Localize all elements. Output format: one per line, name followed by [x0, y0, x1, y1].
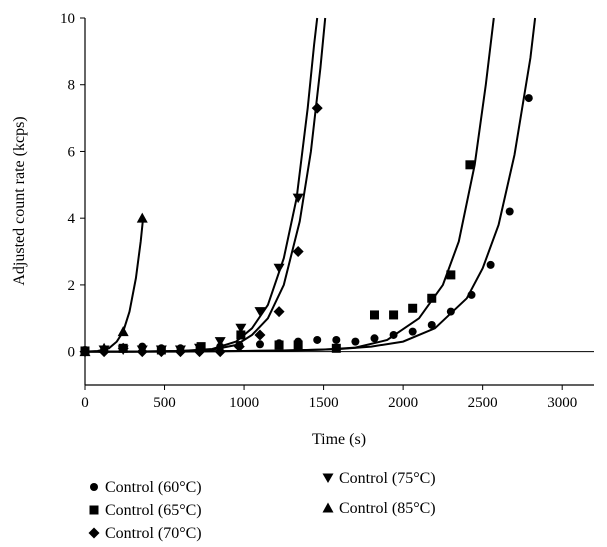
data-point [98, 342, 110, 353]
data-point [313, 335, 322, 344]
y-axis-label: Adjusted count rate (kcps) [11, 116, 28, 285]
data-point [214, 337, 226, 347]
data-point [408, 303, 418, 313]
x-tick-label: 0 [81, 395, 89, 411]
data-point [311, 102, 323, 114]
y-tick-label: 0 [68, 345, 76, 361]
data-point [465, 160, 475, 170]
data-point [370, 334, 379, 343]
fit-curve [85, 17, 319, 353]
x-tick-label: 500 [153, 395, 176, 411]
data-point [292, 246, 304, 258]
legend-marker [322, 502, 334, 513]
data-point [293, 340, 303, 350]
x-tick-label: 1500 [309, 395, 339, 411]
data-point [389, 330, 398, 339]
data-point [274, 340, 284, 350]
legend-marker [90, 483, 98, 491]
data-point [235, 323, 247, 334]
legend-label: Control (70°C) [105, 525, 202, 542]
data-point [194, 343, 206, 354]
data-point [446, 307, 455, 316]
data-point [427, 320, 436, 329]
legend-marker [322, 473, 334, 483]
y-tick-label: 4 [68, 211, 76, 227]
data-point [446, 270, 456, 280]
legend: Control (60°C) Control (65°C) Control (70°… [88, 470, 436, 542]
legend-label: Control (65°C) [105, 502, 202, 519]
y-axis-ticks: 0 2 4 6 8 10 [60, 11, 85, 361]
data-point [136, 212, 148, 223]
data-point [273, 263, 285, 274]
data-point [174, 345, 186, 355]
data-point [254, 307, 266, 317]
legend-marker [89, 505, 99, 515]
x-tick-label: 2500 [468, 395, 498, 411]
data-point [117, 345, 129, 355]
data-point [467, 290, 476, 299]
y-tick-label: 8 [68, 78, 76, 94]
data-point [408, 327, 417, 336]
data-point [255, 340, 264, 349]
data-point [369, 310, 379, 320]
fit-curve [85, 17, 495, 353]
data-point [486, 260, 495, 269]
data-point [136, 345, 148, 355]
fit-curve [85, 17, 537, 353]
data-point [117, 326, 129, 337]
x-tick-label: 3000 [547, 395, 577, 411]
legend-marker [88, 527, 100, 539]
x-tick-label: 2000 [388, 395, 418, 411]
fit-curve [85, 17, 327, 353]
plot-area [84, 18, 594, 386]
legend-label: Control (75°C) [339, 470, 436, 487]
data-markers [79, 94, 533, 358]
data-point [332, 335, 341, 344]
fit-curves [84, 17, 537, 353]
data-point [214, 346, 226, 358]
legend-label: Control (85°C) [339, 500, 436, 517]
data-point [331, 343, 341, 353]
x-tick-label: 1000 [229, 395, 259, 411]
data-point [273, 306, 285, 318]
x-axis-label: Time (s) [312, 431, 366, 448]
legend-label: Control (60°C) [105, 479, 202, 496]
fit-curve [84, 218, 145, 353]
data-point [427, 293, 437, 303]
data-point [351, 337, 360, 346]
data-point [292, 193, 304, 204]
x-axis-ticks: 0 500 1000 1500 2000 2500 3000 [81, 385, 577, 411]
data-point [254, 329, 266, 341]
data-point [233, 341, 245, 353]
data-point [389, 310, 399, 320]
data-point [79, 346, 91, 357]
y-tick-label: 2 [68, 278, 76, 294]
y-tick-label: 6 [68, 144, 76, 160]
data-point [505, 207, 514, 216]
data-point [155, 345, 167, 355]
data-point [236, 330, 246, 340]
y-tick-label: 10 [60, 11, 75, 27]
data-point [524, 94, 533, 103]
